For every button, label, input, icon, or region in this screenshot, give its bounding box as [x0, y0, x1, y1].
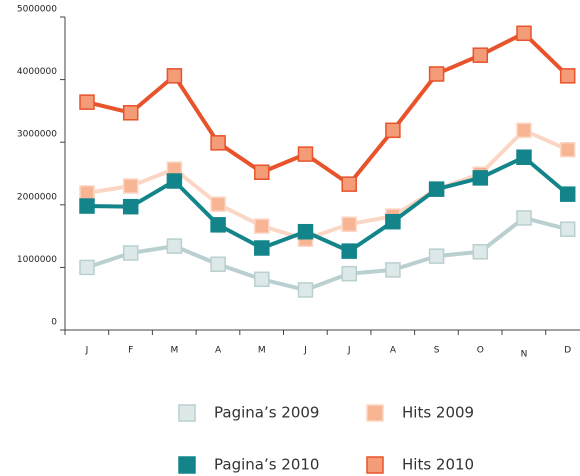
marker [516, 122, 532, 139]
x-tick-label: F [128, 346, 133, 356]
marker [254, 218, 270, 234]
marker [79, 198, 95, 214]
x-tick-label: O [477, 346, 484, 356]
marker [166, 68, 183, 84]
x-tick-label: M [258, 346, 266, 356]
marker [385, 213, 401, 230]
x-tick-label: N [521, 350, 528, 360]
x-tick-label: J [85, 346, 89, 356]
x-tick-label: M [171, 346, 179, 356]
marker [210, 256, 226, 273]
legend-label: Hits 2009 [402, 404, 474, 422]
marker [341, 265, 357, 282]
marker [79, 185, 95, 201]
legend-label: Pagina’s 2009 [214, 404, 319, 422]
marker [122, 105, 139, 121]
marker [210, 135, 226, 151]
marker [516, 210, 532, 226]
marker [254, 164, 270, 180]
marker [166, 238, 183, 254]
marker [210, 217, 226, 233]
x-tick-label: J [303, 346, 307, 356]
marker [166, 173, 183, 189]
y-tick-label: 2000000 [17, 192, 57, 202]
series-line [86, 128, 569, 242]
legend-swatch [366, 404, 384, 422]
marker [385, 262, 401, 278]
marker [210, 196, 226, 212]
marker [254, 240, 270, 256]
marker [472, 244, 489, 260]
marker [559, 141, 576, 158]
x-tick-label: A [215, 346, 222, 356]
marker [559, 186, 576, 202]
marker [559, 221, 576, 237]
marker [122, 245, 139, 261]
marker [341, 216, 357, 232]
y-tick-label: 5000000 [17, 5, 57, 15]
marker [516, 25, 532, 42]
marker [79, 259, 95, 276]
y-tick-label: 0 [51, 318, 57, 328]
marker [516, 149, 532, 165]
marker [79, 94, 95, 110]
series-line [86, 215, 569, 292]
legend-swatch [178, 456, 196, 474]
marker [428, 248, 445, 264]
marker [472, 47, 489, 63]
marker [341, 243, 357, 259]
marker [122, 198, 139, 215]
legend-swatch [366, 456, 384, 474]
x-tick-label: S [434, 346, 440, 356]
x-tick-label: J [347, 346, 351, 356]
legend-swatch [178, 404, 196, 422]
marker [472, 170, 489, 186]
marker [559, 68, 576, 84]
marker [341, 176, 357, 192]
legend-label: Pagina’s 2010 [214, 456, 319, 474]
marker [428, 181, 445, 197]
y-tick-label: 4000000 [17, 67, 57, 77]
legend-label: Hits 2010 [402, 456, 474, 474]
y-tick-label: 1000000 [17, 255, 57, 265]
marker [385, 122, 401, 139]
y-tick-label: 3000000 [17, 130, 57, 140]
marker [122, 178, 139, 194]
marker [297, 223, 314, 240]
x-tick-label: D [564, 346, 571, 356]
marker [254, 271, 270, 288]
marker [297, 146, 314, 162]
marker [297, 282, 314, 298]
x-tick-label: A [390, 346, 397, 356]
marker [428, 66, 445, 82]
